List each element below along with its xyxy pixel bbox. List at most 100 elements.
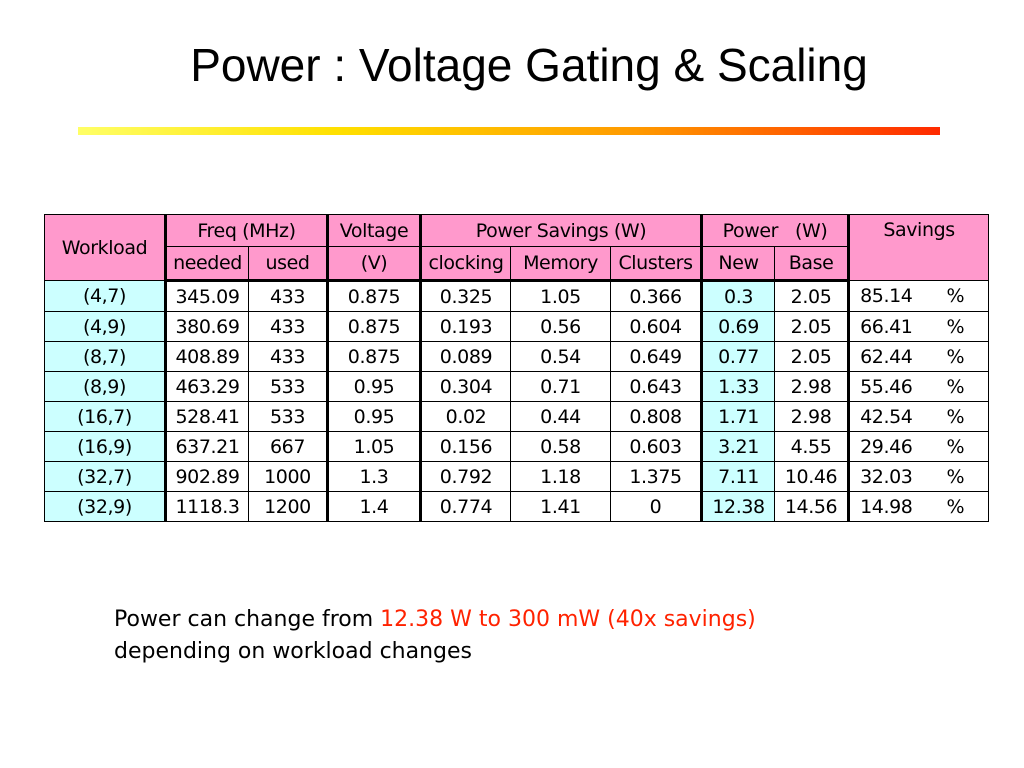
cell-percent: % bbox=[922, 371, 990, 402]
cell-memory: 1.41 bbox=[510, 491, 611, 522]
cell-savings: 14.98 bbox=[848, 491, 923, 522]
cell-power-base: 14.56 bbox=[774, 491, 851, 522]
cell-memory: 1.18 bbox=[510, 461, 611, 492]
cell-voltage: 1.05 bbox=[327, 431, 422, 462]
cell-used: 667 bbox=[248, 431, 329, 462]
cell-workload: (32,9) bbox=[44, 491, 167, 522]
table-row: (32,9) 1118.3 1200 1.4 0.774 1.41 0 12.3… bbox=[44, 491, 990, 522]
cell-savings: 55.46 bbox=[848, 371, 923, 402]
cell-used: 1200 bbox=[248, 491, 329, 522]
cell-savings: 66.41 bbox=[848, 311, 923, 342]
cell-clocking: 0.089 bbox=[420, 341, 511, 372]
table-row: (32,7) 902.89 1000 1.3 0.792 1.18 1.375 … bbox=[44, 461, 990, 492]
table-row: (8,9) 463.29 533 0.95 0.304 0.71 0.643 1… bbox=[44, 371, 990, 402]
table-row: (16,9) 637.21 667 1.05 0.156 0.58 0.603 … bbox=[44, 431, 990, 462]
cell-power-new: 0.69 bbox=[701, 311, 776, 342]
cell-percent: % bbox=[922, 341, 990, 372]
cell-power-base: 2.98 bbox=[774, 371, 851, 402]
cell-memory: 0.58 bbox=[510, 431, 611, 462]
cell-savings: 62.44 bbox=[848, 341, 923, 372]
cell-needed: 528.41 bbox=[165, 401, 249, 432]
cell-memory: 1.05 bbox=[510, 280, 611, 312]
cell-power-base: 2.05 bbox=[774, 311, 851, 342]
cell-workload: (8,9) bbox=[44, 371, 167, 402]
cell-needed: 380.69 bbox=[165, 311, 249, 342]
header-voltage: Voltage bbox=[327, 214, 422, 247]
cell-savings: 42.54 bbox=[848, 401, 923, 432]
cell-clusters: 0 bbox=[609, 491, 704, 522]
header-workload: Workload bbox=[44, 214, 167, 281]
cell-clusters: 0.649 bbox=[609, 341, 704, 372]
header-row-2: needed used (V) clocking Memory Clusters… bbox=[45, 246, 989, 282]
cell-power-new: 1.33 bbox=[701, 371, 776, 402]
header-row-1: Workload Freq (MHz) Voltage Power Saving… bbox=[44, 214, 990, 281]
cell-used: 533 bbox=[248, 371, 329, 402]
cell-percent: % bbox=[922, 431, 990, 462]
cell-clocking: 0.02 bbox=[420, 401, 511, 432]
note-prefix: Power can change from bbox=[114, 607, 381, 632]
cell-savings: 32.03 bbox=[848, 461, 923, 492]
cell-power-new: 3.21 bbox=[701, 431, 776, 462]
cell-power-base: 2.05 bbox=[774, 341, 851, 372]
header-power-savings: Power Savings (W) bbox=[419, 214, 704, 247]
cell-needed: 637.21 bbox=[165, 431, 249, 462]
header-power: Power (W) bbox=[701, 214, 851, 247]
note-highlight: 12.38 W to 300 mW (40x savings) bbox=[380, 607, 756, 632]
table-row: (4,7) 345.09 433 0.875 0.325 1.05 0.366 … bbox=[44, 280, 990, 312]
cell-power-new: 0.77 bbox=[701, 341, 776, 372]
cell-clusters: 0.366 bbox=[609, 280, 704, 312]
title-underline-gradient bbox=[78, 127, 940, 135]
note-suffix: depending on workload changes bbox=[114, 639, 472, 664]
cell-workload: (8,7) bbox=[44, 341, 167, 372]
header-clusters: Clusters bbox=[609, 246, 704, 282]
cell-percent: % bbox=[922, 491, 990, 522]
cell-voltage: 0.95 bbox=[327, 371, 422, 402]
cell-memory: 0.71 bbox=[510, 371, 611, 402]
table-row: (8,7) 408.89 433 0.875 0.089 0.54 0.649 … bbox=[44, 341, 990, 372]
cell-clocking: 0.156 bbox=[420, 431, 511, 462]
cell-workload: (4,9) bbox=[44, 311, 167, 342]
cell-clocking: 0.792 bbox=[420, 461, 511, 492]
cell-needed: 902.89 bbox=[165, 461, 249, 492]
cell-used: 433 bbox=[248, 280, 329, 312]
table-row: (16,7) 528.41 533 0.95 0.02 0.44 0.808 1… bbox=[44, 401, 990, 432]
header-savings: Savings bbox=[848, 214, 990, 281]
cell-clusters: 1.375 bbox=[609, 461, 704, 492]
cell-percent: % bbox=[922, 311, 990, 342]
table-row: (4,9) 380.69 433 0.875 0.193 0.56 0.604 … bbox=[44, 311, 990, 342]
cell-voltage: 0.875 bbox=[327, 311, 422, 342]
summary-note: Power can change from 12.38 W to 300 mW … bbox=[114, 604, 756, 668]
cell-voltage: 0.875 bbox=[327, 341, 422, 372]
cell-power-new: 12.38 bbox=[701, 491, 776, 522]
power-table: Workload Freq (MHz) Voltage Power Saving… bbox=[44, 214, 990, 522]
cell-percent: % bbox=[922, 401, 990, 432]
header-voltage-unit: (V) bbox=[327, 246, 422, 282]
cell-percent: % bbox=[922, 280, 990, 312]
cell-clusters: 0.808 bbox=[609, 401, 704, 432]
cell-used: 1000 bbox=[248, 461, 329, 492]
cell-power-base: 2.98 bbox=[774, 401, 851, 432]
cell-needed: 345.09 bbox=[165, 280, 249, 312]
slide-title: Power : Voltage Gating & Scaling bbox=[190, 39, 868, 91]
header-freq: Freq (MHz) bbox=[165, 214, 329, 247]
cell-clocking: 0.304 bbox=[420, 371, 511, 402]
cell-clocking: 0.774 bbox=[420, 491, 511, 522]
header-new: New bbox=[701, 246, 776, 282]
cell-clocking: 0.325 bbox=[420, 280, 511, 312]
header-clocking: clocking bbox=[420, 246, 511, 282]
cell-power-base: 4.55 bbox=[774, 431, 851, 462]
cell-memory: 0.56 bbox=[510, 311, 611, 342]
cell-used: 533 bbox=[248, 401, 329, 432]
cell-power-base: 2.05 bbox=[774, 280, 851, 312]
cell-workload: (32,7) bbox=[44, 461, 167, 492]
header-base: Base bbox=[774, 246, 851, 282]
header-used: used bbox=[248, 246, 329, 282]
cell-power-new: 0.3 bbox=[701, 280, 776, 312]
cell-workload: (4,7) bbox=[44, 280, 167, 312]
cell-voltage: 1.3 bbox=[327, 461, 422, 492]
cell-clusters: 0.603 bbox=[609, 431, 704, 462]
cell-voltage: 1.4 bbox=[327, 491, 422, 522]
cell-voltage: 0.95 bbox=[327, 401, 422, 432]
cell-percent: % bbox=[922, 461, 990, 492]
cell-used: 433 bbox=[248, 311, 329, 342]
